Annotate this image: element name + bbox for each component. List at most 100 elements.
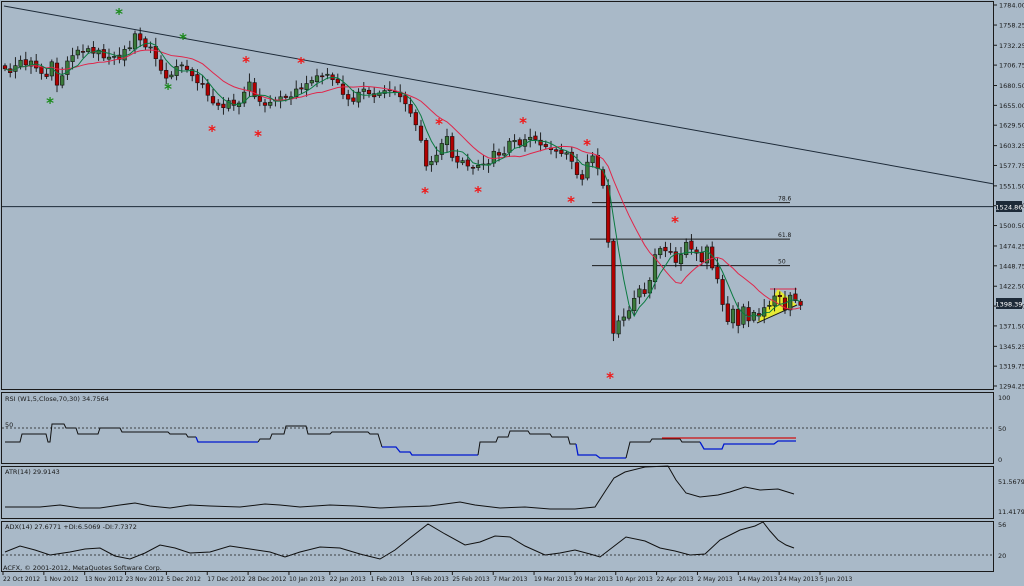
- bull-candle: [434, 154, 439, 163]
- bear-candle: [569, 151, 574, 162]
- bull-candle: [788, 294, 793, 311]
- bear-candle: [777, 295, 782, 298]
- rsi-line-upper-2: [257, 425, 383, 448]
- bear-candle: [408, 104, 413, 114]
- bear-candle: [413, 112, 418, 126]
- time-tick-label: 7 Mar 2013: [493, 576, 527, 583]
- bear-candle: [595, 154, 600, 169]
- bear-candle: [465, 159, 470, 167]
- bull-candle: [304, 83, 309, 90]
- current-price-label: 1398.39: [996, 301, 1023, 309]
- bull-candle: [247, 81, 252, 92]
- bear-candle: [554, 149, 559, 152]
- price-tick-label: 1784.00: [999, 2, 1024, 10]
- time-tick-label: 22 Jan 2013: [330, 576, 366, 583]
- bear-candle: [216, 102, 221, 106]
- rsi-line-upper: [5, 423, 196, 443]
- bear-candle: [283, 95, 288, 98]
- bear-candle: [673, 251, 678, 263]
- fib-level-label: 61.8: [778, 232, 792, 239]
- atr-panel: ATR(14) 29.9143 51.5679 11.4179: [5, 465, 1024, 516]
- price-tick-label: 1345.25: [999, 343, 1024, 351]
- atr-panel-frame: [1, 466, 994, 519]
- time-tick-label: 25 Feb 2013: [452, 576, 490, 583]
- red-star-marker: *: [242, 53, 250, 71]
- bear-candle: [559, 149, 564, 154]
- time-tick-label: 1 Feb 2013: [371, 576, 405, 583]
- bull-candle: [564, 152, 569, 155]
- time-tick-label: 29 Mar 2013: [575, 576, 613, 583]
- moving-averages: [4, 42, 801, 318]
- bull-candle: [751, 311, 756, 321]
- price-tick-label: 1448.75: [999, 262, 1024, 270]
- red-star-marker: *: [421, 184, 429, 202]
- star-markers: * * * * * * * * * * * * * * * *: [46, 5, 679, 387]
- bull-candle: [148, 46, 153, 49]
- time-tick-label: 23 Nov 2012: [126, 576, 165, 583]
- bull-candle: [491, 150, 496, 164]
- adx-panel-frame: [1, 521, 994, 572]
- rsi-tick-100: 100: [998, 394, 1010, 402]
- price-tick-label: 1655.00: [999, 102, 1024, 110]
- copyright-label: ACFX, © 2001-2012, MetaQuotes Software C…: [3, 564, 162, 572]
- rsi-tick-50: 50: [998, 425, 1006, 433]
- price-marker-box: 1524.86: [996, 201, 1023, 212]
- bull-candle: [762, 307, 767, 317]
- bear-candle: [470, 166, 476, 169]
- atr-tick-high: 51.5679: [998, 478, 1024, 486]
- bull-candle: [268, 101, 273, 106]
- time-tick-label: 22 Apr 2013: [657, 576, 694, 583]
- bull-candle: [585, 161, 590, 179]
- price-tick-label: 1603.25: [999, 142, 1024, 150]
- bull-candle: [439, 143, 444, 155]
- bear-candle: [715, 266, 720, 280]
- bear-candle: [101, 49, 106, 59]
- bull-candle: [704, 246, 710, 264]
- bull-candle: [382, 90, 387, 94]
- bear-candle: [699, 252, 704, 263]
- bull-candle: [476, 164, 481, 168]
- bull-candle: [18, 59, 23, 67]
- bull-candle: [361, 88, 366, 92]
- bear-candle: [117, 54, 122, 60]
- bull-candle: [60, 75, 65, 86]
- bull-candle: [314, 75, 320, 83]
- bear-candle: [262, 102, 268, 106]
- bear-candle: [221, 103, 226, 108]
- time-tick-label: 24 May 2013: [779, 576, 818, 583]
- bear-candle: [2, 65, 8, 70]
- price-marker-label: 1524.86: [996, 204, 1023, 212]
- bear-candle: [533, 135, 538, 140]
- bear-candle: [190, 69, 195, 77]
- bull-candle: [294, 88, 299, 98]
- bull-candle: [309, 80, 314, 84]
- bull-candle: [512, 140, 517, 143]
- bull-candle: [590, 155, 595, 164]
- green-star-marker: *: [46, 94, 54, 112]
- red-star-marker: *: [474, 183, 482, 201]
- bear-candle: [736, 308, 741, 326]
- bull-candle: [86, 48, 91, 52]
- bear-candle: [746, 307, 751, 322]
- bear-candle: [143, 38, 148, 48]
- bear-candle: [91, 47, 96, 54]
- red-star-marker: *: [435, 115, 443, 133]
- bull-candle: [132, 33, 138, 50]
- bear-candle: [340, 83, 346, 95]
- bear-candle: [138, 33, 143, 41]
- bear-candle: [158, 59, 164, 71]
- rsi-level-label: 50: [5, 421, 13, 429]
- bear-candle: [153, 46, 158, 59]
- bull-candle: [127, 47, 132, 50]
- price-tick-label: 1422.50: [999, 283, 1024, 291]
- green-star-marker: *: [115, 5, 123, 23]
- bear-candle: [496, 152, 502, 156]
- price-tick-label: 1371.50: [999, 322, 1024, 330]
- bull-candle: [616, 320, 621, 335]
- fast-moving-average: [4, 42, 801, 318]
- bear-candle: [366, 89, 372, 94]
- adx-tick-low: 20: [998, 552, 1006, 560]
- bull-candle: [28, 60, 34, 67]
- red-star-marker: *: [254, 127, 262, 145]
